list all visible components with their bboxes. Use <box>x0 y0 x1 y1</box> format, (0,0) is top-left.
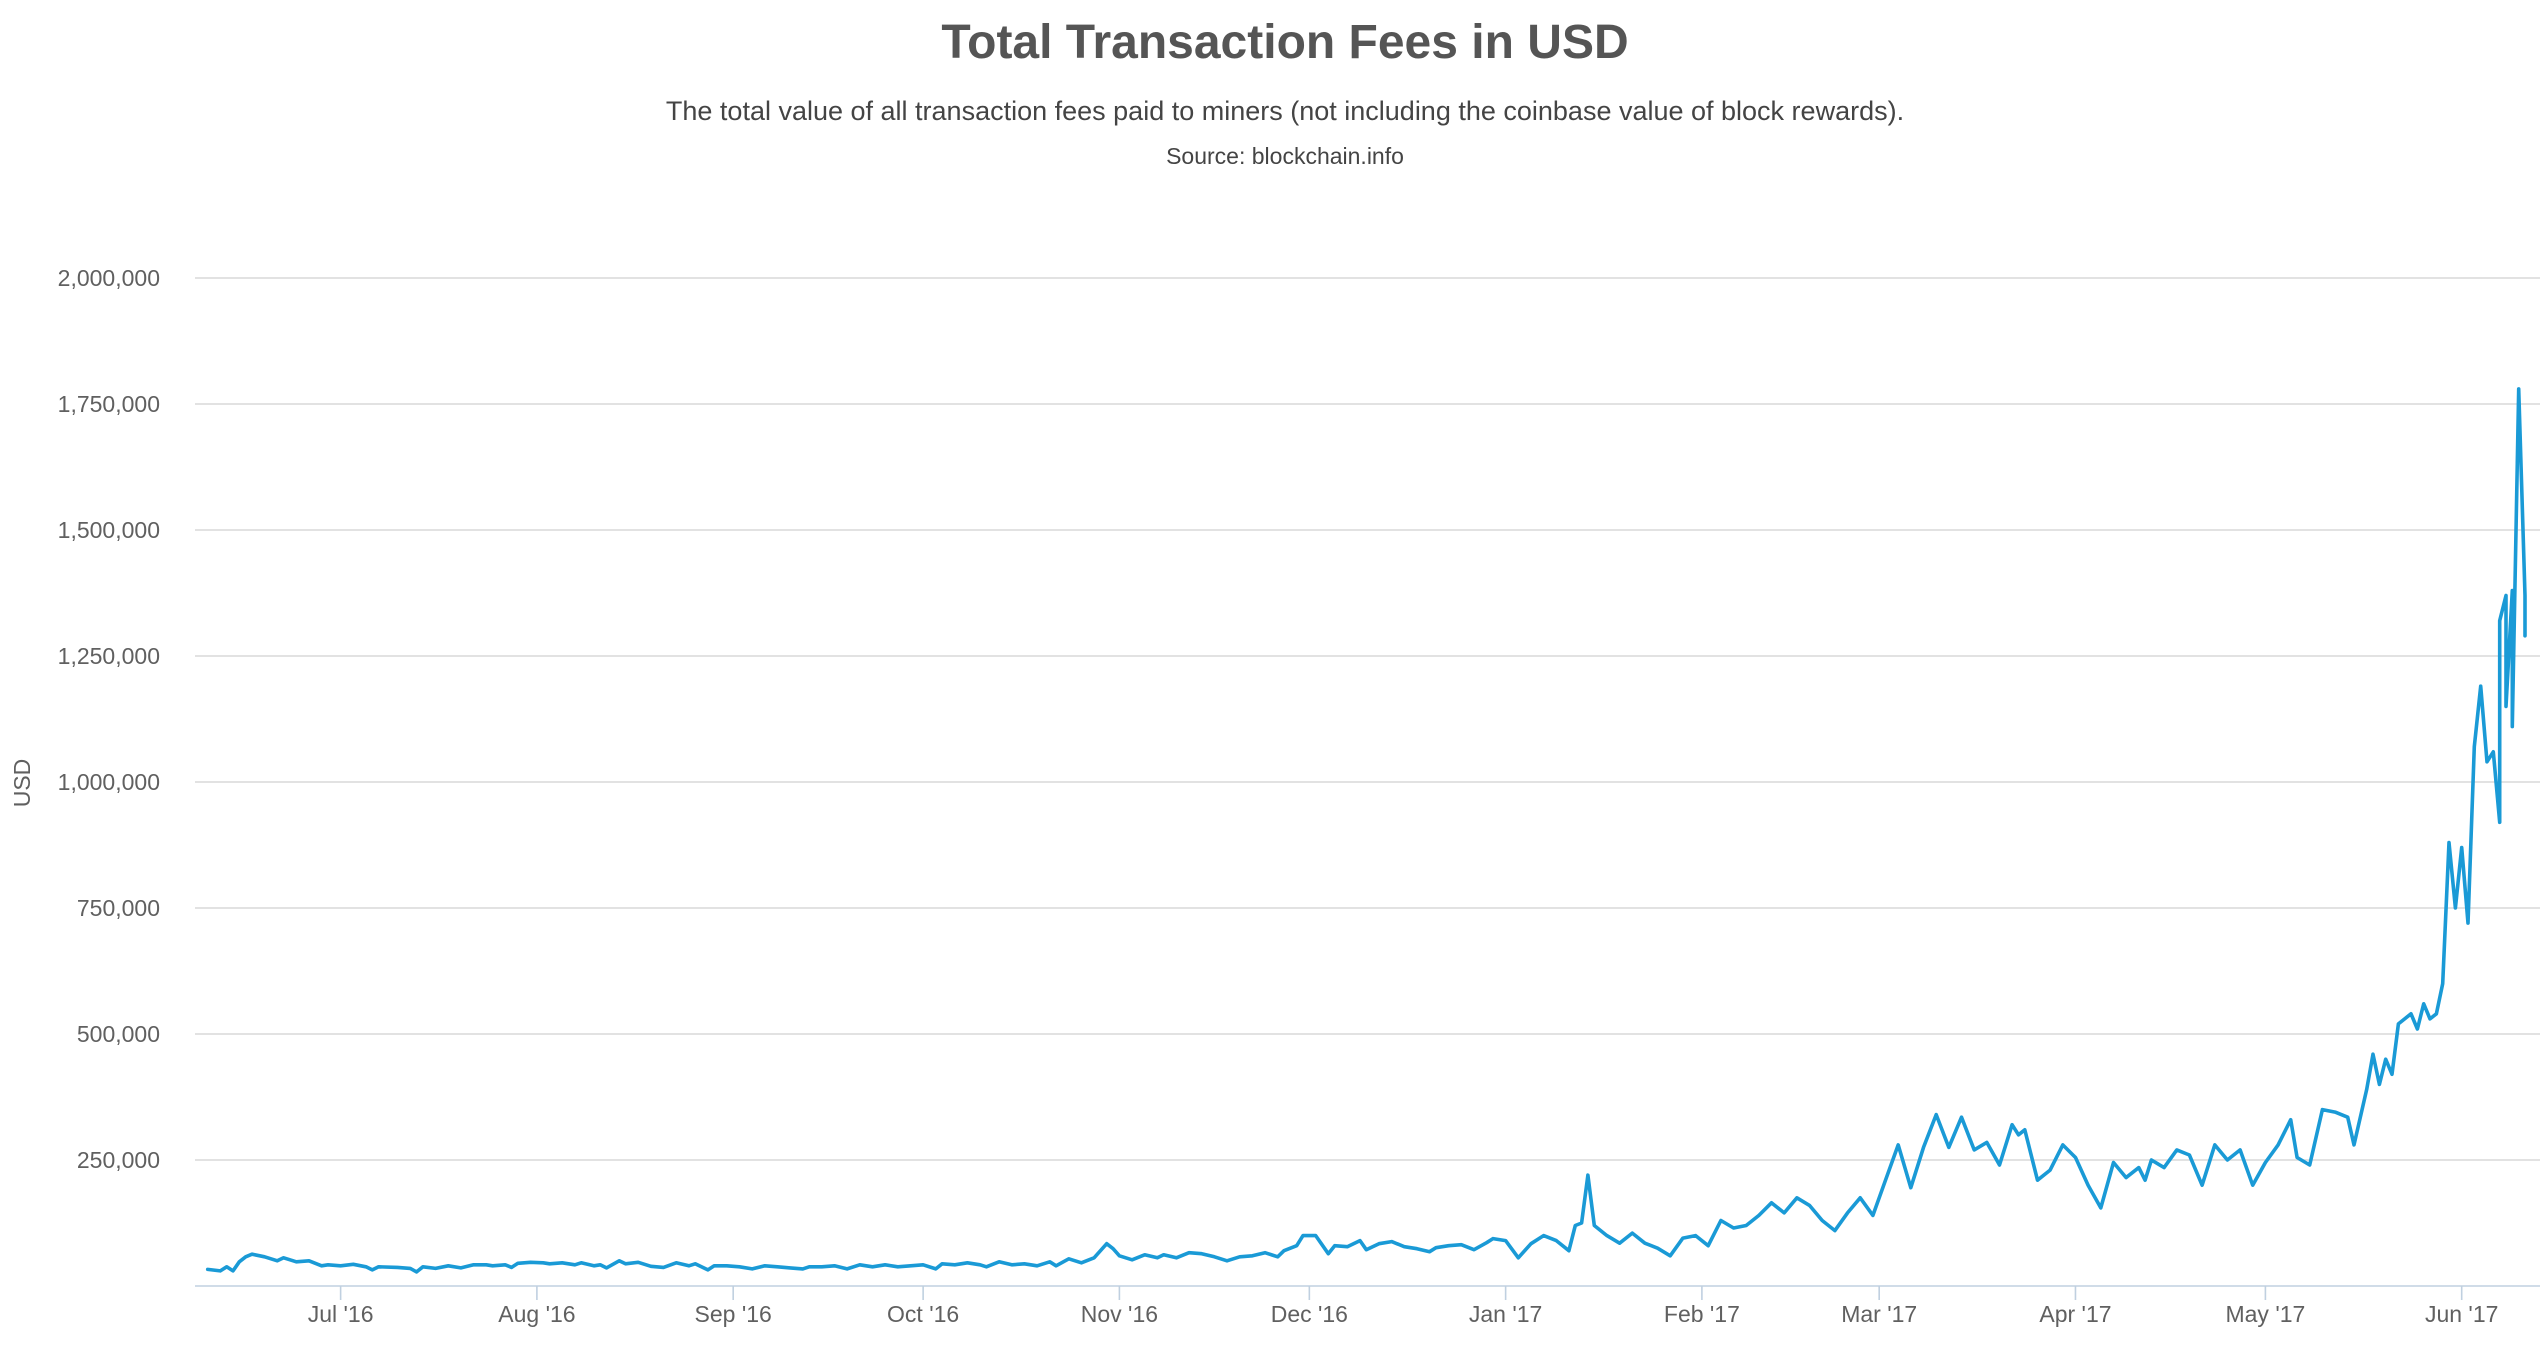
y-tick-label: 1,750,000 <box>58 391 160 417</box>
y-tick-label: 1,000,000 <box>58 769 160 795</box>
y-tick-label: 250,000 <box>77 1147 160 1173</box>
x-tick-label: Jul '16 <box>308 1301 374 1327</box>
x-tick-label: Dec '16 <box>1271 1301 1348 1327</box>
gridlines <box>195 277 2540 1161</box>
y-tick-label: 1,250,000 <box>58 643 160 669</box>
x-tick-label: Mar '17 <box>1841 1301 1917 1327</box>
x-tick-label: Oct '16 <box>887 1301 959 1327</box>
series-group <box>205 387 2527 1274</box>
x-tick-label: Jun '17 <box>2425 1301 2498 1327</box>
y-tick-label: 500,000 <box>77 1021 160 1047</box>
x-tick-label: Apr '17 <box>2039 1301 2111 1327</box>
y-axis-labels: 250,000 500,000 750,000 1,000,000 1,250,000 1… <box>58 265 160 1173</box>
x-tick-label: Nov '16 <box>1081 1301 1158 1327</box>
x-tick-label: Feb '17 <box>1664 1301 1740 1327</box>
x-axis: Jul '16 Aug '16 Sep '16 Oct '16 Nov '16 Dec '… <box>308 1286 2498 1327</box>
x-tick-label: May '17 <box>2225 1301 2305 1327</box>
series-line <box>205 387 2527 1274</box>
x-tick-label: Sep '16 <box>695 1301 772 1327</box>
y-tick-label: 1,500,000 <box>58 517 160 543</box>
chart-title: Total Transaction Fees in USD <box>941 16 1628 69</box>
y-axis-title: USD <box>9 759 35 808</box>
chart-source: Source: blockchain.info <box>1166 143 1404 169</box>
y-tick-label: 2,000,000 <box>58 265 160 291</box>
x-tick-label: Aug '16 <box>498 1301 575 1327</box>
y-tick-label: 750,000 <box>77 895 160 921</box>
x-tick-label: Jan '17 <box>1469 1301 1542 1327</box>
chart-subtitle: The total value of all transaction fees … <box>666 96 1904 126</box>
